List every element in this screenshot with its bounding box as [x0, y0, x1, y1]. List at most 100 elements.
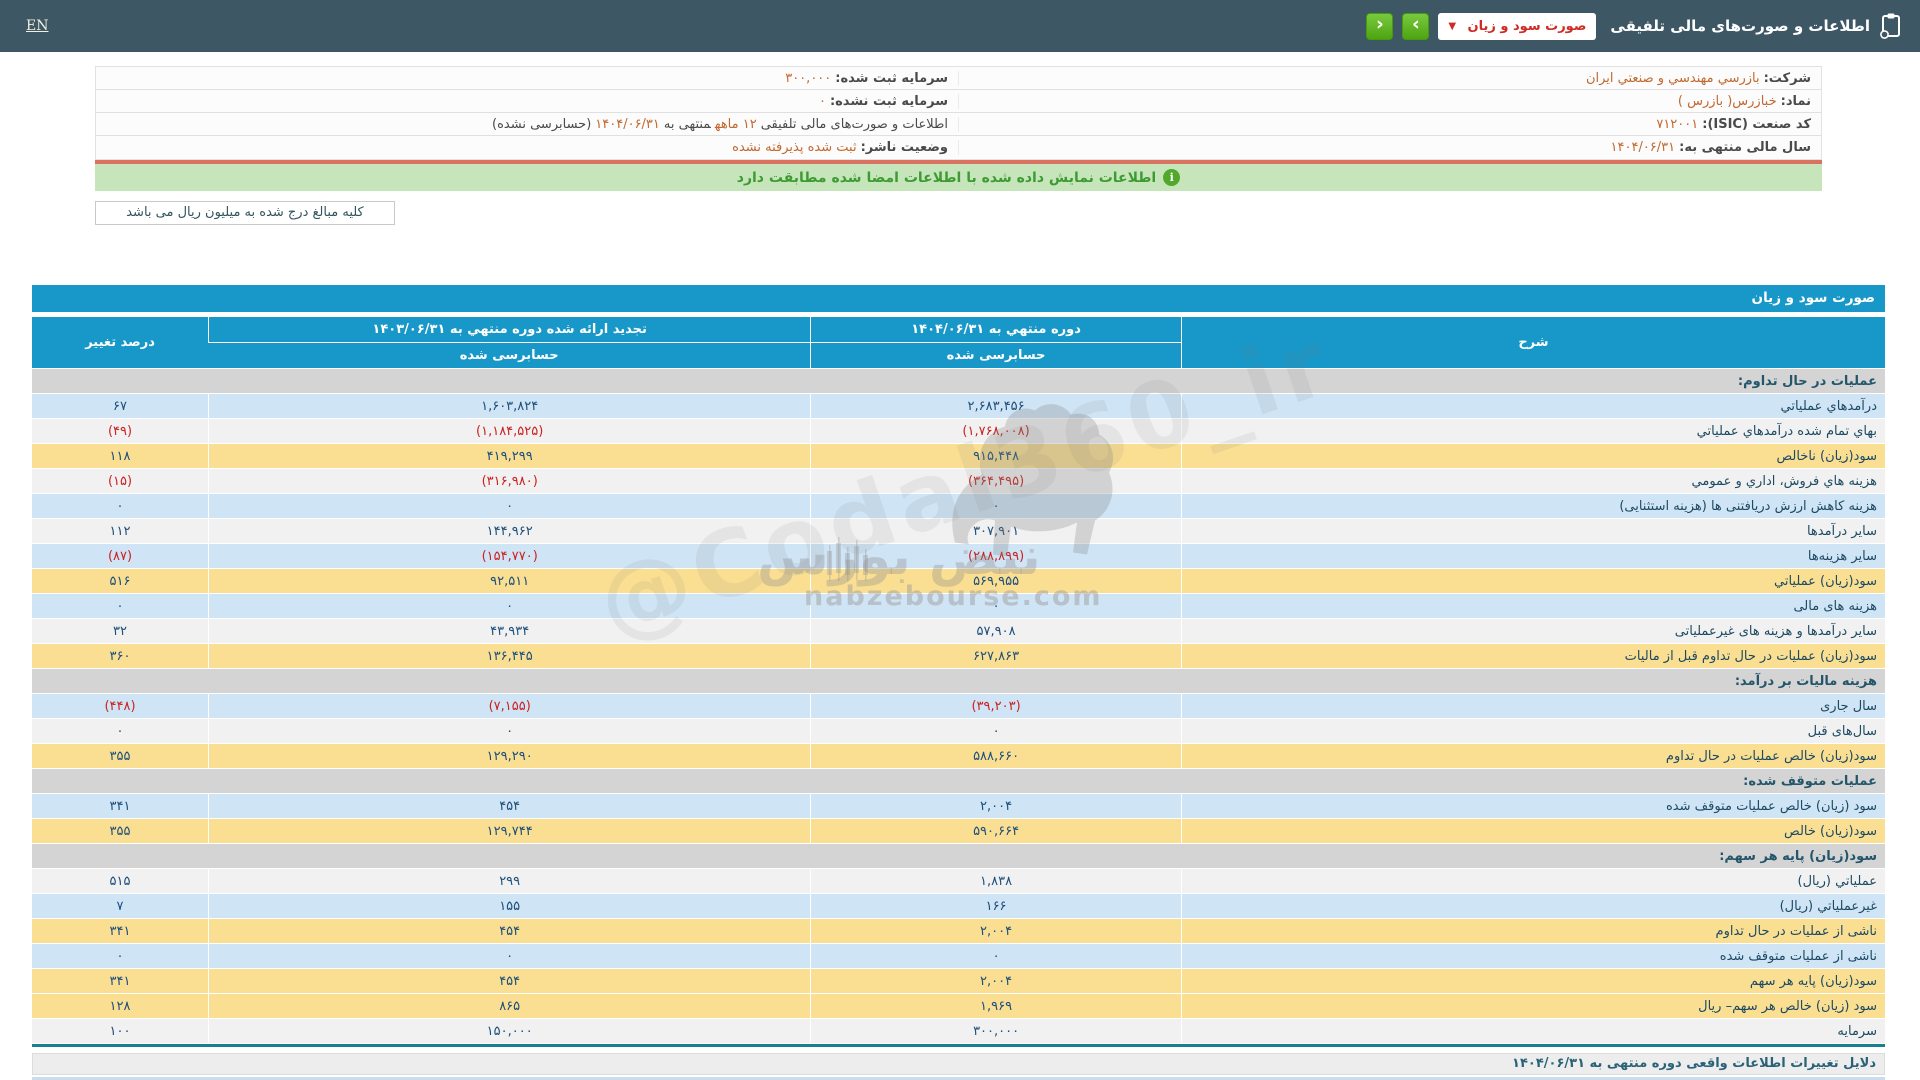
signature-match-banner: i اطلاعات نمایش داده شده با اطلاعات امضا…: [95, 164, 1822, 191]
table-row: سود(زیان) پایه هر سهم ۲,۰۰۴ ۴۵۴ ۳۴۱: [32, 969, 1885, 993]
section-label: عملیات متوقف شده:: [32, 769, 1885, 793]
table-row: سود(زيان) خالص عملیات در حال تداوم ۵۸۸,۶۶…: [32, 744, 1885, 768]
row-label: سال جاری: [1180, 694, 1885, 718]
table-title: صورت سود و زیان: [32, 285, 1885, 312]
value-change: ۶۷: [32, 394, 209, 418]
table-row: عملیاتي (ریال) ۱,۸۳۸ ۲۹۹ ۵۱۵: [32, 869, 1885, 893]
value-change: ۰: [32, 594, 209, 618]
value-change: ۳۵۵: [32, 744, 209, 768]
english-language-link[interactable]: EN: [26, 18, 49, 34]
income-statement-section: صورت سود و زیان شرح دوره منتهي به ۱۴۰۴/۰…: [32, 285, 1885, 1047]
value-current: ۹۱۵,۴۴۸: [810, 444, 1181, 468]
value-prior: ۴۵۴: [208, 969, 811, 993]
field-label: منتهی به: [663, 116, 711, 132]
field-label: سرمایه ثبت شده:: [835, 70, 948, 86]
statement-type-dropdown[interactable]: صورت سود و زیان ▼: [1438, 12, 1597, 40]
value-change: ۳۴۱: [32, 919, 209, 943]
value-prior: ۸۶۵: [208, 994, 811, 1018]
value-prior: ۰: [208, 719, 811, 743]
value-current: (۳۹,۲۰۳): [810, 694, 1181, 718]
value-prior: ۱,۶۰۳,۸۲۴: [208, 394, 811, 418]
section-label: سود(زیان) پایه هر سهم:: [32, 844, 1885, 868]
table-row: سود(زيان) عملياتي ۵۶۹,۹۵۵ ۹۲,۵۱۱ ۵۱۶: [32, 569, 1885, 593]
col-header-current-period: دوره منتهي به ۱۴۰۴/۰۶/۳۱: [810, 317, 1181, 342]
value-prior: ۱۵۵: [208, 894, 811, 918]
table-row: هزینه کاهش ارزش دریافتنی ها (هزینه استثن…: [32, 494, 1885, 518]
dropdown-value: صورت سود و زیان: [1467, 18, 1587, 34]
value-change: ۰: [32, 494, 209, 518]
value-current: ۲,۶۸۳,۴۵۶: [810, 394, 1181, 418]
col-header-description: شرح: [1180, 317, 1885, 368]
income-statement-table: شرح دوره منتهي به ۱۴۰۴/۰۶/۳۱ تجدید ارائه…: [32, 316, 1885, 1044]
company-info: شرکت:بازرسي مهندسي و صنعتي ايران سرمایه ث…: [95, 66, 1822, 160]
row-label: سود (زیان) خالص هر سهم– ریال: [1180, 994, 1885, 1018]
row-label: سود(زيان) عملیات در حال تداوم قبل از مال…: [1180, 644, 1885, 668]
value-current: ۰: [810, 944, 1181, 968]
row-label: هزینه کاهش ارزش دریافتنی ها (هزینه استثن…: [1180, 494, 1885, 518]
chevron-down-icon: ▼: [1448, 20, 1457, 32]
value-prior: ۹۲,۵۱۱: [208, 569, 811, 593]
table-row: سود (زیان) خالص عملیات متوقف شده ۲,۰۰۴ ۴۵۴…: [32, 794, 1885, 818]
table-row: سرمایه ۳۰۰,۰۰۰ ۱۵۰,۰۰۰ ۱۰۰: [32, 1019, 1885, 1043]
company-info-row: شرکت:بازرسي مهندسي و صنعتي ايران سرمایه ث…: [96, 67, 1821, 90]
row-label: سال‌های قبل: [1180, 719, 1885, 743]
red-divider: [95, 160, 1822, 164]
field-label: نماد:: [1780, 93, 1811, 109]
row-label: سایر درآمدها: [1180, 519, 1885, 543]
company-info-cell: سال مالی منتهی به:۱۴۰۴/۰۶/۳۱: [958, 140, 1821, 155]
field-label: وضعیت ناشر:: [860, 140, 948, 155]
table-row: سایر درآمدها ۳۰۷,۹۰۱ ۱۴۴,۹۶۲ ۱۱۲: [32, 519, 1885, 543]
table-row: بهاي تمام شده درآمدهاي عملياتي (۱,۷۶۸,۰۰۸…: [32, 419, 1885, 443]
section-row: عملیات در حال تداوم:: [32, 369, 1885, 393]
value-change: ۳۵۵: [32, 819, 209, 843]
value-change: ۳۴۱: [32, 969, 209, 993]
value-current: ۰: [810, 719, 1181, 743]
row-label: ناشی از عملیات در حال تداوم: [1180, 919, 1885, 943]
company-info-cell: سرمایه ثبت شده:۳۰۰,۰۰۰: [96, 71, 958, 86]
value-change: ۳۴۱: [32, 794, 209, 818]
value-current: ۱,۸۳۸: [810, 869, 1181, 893]
value-change: ۰: [32, 719, 209, 743]
row-label: سود(زيان) عملياتي: [1180, 569, 1885, 593]
table-row: درآمدهاي عملياتي ۲,۶۸۳,۴۵۶ ۱,۶۰۳,۸۲۴ ۶۷: [32, 394, 1885, 418]
company-info-cell: شرکت:بازرسي مهندسي و صنعتي ايران: [958, 70, 1821, 86]
table-row: ناشی از عملیات متوقف شده ۰ ۰ ۰: [32, 944, 1885, 968]
value-prior: (۱,۱۸۴,۵۲۵): [208, 419, 811, 443]
value-current: ۵۸۸,۶۶۰: [810, 744, 1181, 768]
value-current: ۳۰۰,۰۰۰: [810, 1019, 1181, 1043]
previous-statement-button[interactable]: ‹: [1366, 12, 1394, 40]
table-row: سایر درآمدها و هزینه های غیرعملیاتی ۵۷,۹۰…: [32, 619, 1885, 643]
value-current: (۲۸۸,۸۹۹): [810, 544, 1181, 568]
company-info-cell: وضعیت ناشر:ثبت شده پذیرفته نشده: [96, 140, 958, 155]
row-label: سود(زيان) خالص: [1180, 819, 1885, 843]
table-row: سود (زیان) خالص هر سهم– ریال ۱,۹۶۹ ۸۶۵ ۱۲۸: [32, 994, 1885, 1018]
row-label: هزینه هاي فروش، اداري و عمومي: [1180, 469, 1885, 493]
value-change: (۴۴۸): [32, 694, 209, 718]
value-prior: ۴۵۴: [208, 794, 811, 818]
table-body: عملیات در حال تداوم: درآمدهاي عملياتي ۲,۶۸…: [32, 369, 1885, 1043]
field-value: ۱۲ ماهه: [714, 116, 757, 132]
col-header-restated-prior: تجدید ارائه شده دوره منتهي به ۱۴۰۳/۰۶/۳۱: [208, 317, 811, 342]
table-row: هزینه هاي فروش، اداري و عمومي (۳۶۴,۴۹۵) (۳…: [32, 469, 1885, 493]
row-label: عملیاتي (ریال): [1180, 869, 1885, 893]
table-header: شرح دوره منتهي به ۱۴۰۴/۰۶/۳۱ تجدید ارائه…: [32, 317, 1885, 368]
col-subheader-audited-current: حسابرسی شده: [810, 343, 1181, 368]
value-prior: ۱۲۹,۷۴۴: [208, 819, 811, 843]
field-value: ۰: [818, 93, 826, 109]
next-statement-button[interactable]: ›: [1402, 12, 1430, 40]
value-current: ۰: [810, 494, 1181, 518]
section-row: هزینه مالیات بر درآمد:: [32, 669, 1885, 693]
value-current: ۱,۹۶۹: [810, 994, 1181, 1018]
table-row: هزینه های مالی ۰ ۰ ۰: [32, 594, 1885, 618]
value-prior: ۲۹۹: [208, 869, 811, 893]
company-info-cell: سرمایه ثبت نشده:۰: [96, 94, 958, 109]
company-info-row: کد صنعت (ISIC):۷۱۲۰۰۱ اطلاعات و صورت‌های …: [96, 113, 1821, 136]
value-change: ۵۱۶: [32, 569, 209, 593]
value-current: ۵۶۹,۹۵۵: [810, 569, 1181, 593]
field-value: ثبت شده پذیرفته نشده: [732, 140, 857, 155]
next-table-strip: [32, 1077, 1885, 1080]
table-row: سود(زيان) عملیات در حال تداوم قبل از مال…: [32, 644, 1885, 668]
value-prior: (۱۵۴,۷۷۰): [208, 544, 811, 568]
row-label: ناشی از عملیات متوقف شده: [1180, 944, 1885, 968]
section-label: هزینه مالیات بر درآمد:: [32, 669, 1885, 693]
